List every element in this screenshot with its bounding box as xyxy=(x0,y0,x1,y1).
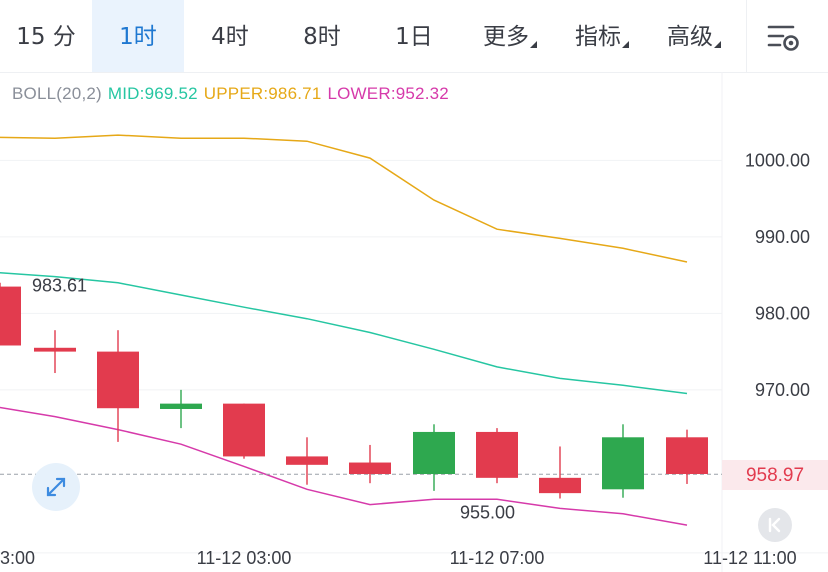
tab-1h[interactable]: 1时 xyxy=(92,0,184,72)
candle-bearish xyxy=(97,351,139,409)
y-tick-label: 1000.00 xyxy=(745,150,810,170)
boll-mid: MID:969.52 xyxy=(107,84,198,103)
y-tick-label: 980.00 xyxy=(755,303,810,323)
candle-bearish xyxy=(223,403,265,457)
tab-advanced[interactable]: 高级 xyxy=(644,0,736,72)
boll-lower: LOWER:952.32 xyxy=(327,84,449,103)
reset-position-button[interactable] xyxy=(758,508,792,542)
x-tick-label: 3:00 xyxy=(0,548,35,568)
candle-bearish xyxy=(349,462,391,475)
expand-arrows-icon xyxy=(46,477,66,497)
caret-down-icon xyxy=(530,41,537,48)
max-price-label: 983.61 xyxy=(32,276,87,296)
candle-bullish xyxy=(413,431,455,475)
tab-8h[interactable]: 8时 xyxy=(303,24,341,50)
tab-more[interactable]: 更多 xyxy=(460,0,552,72)
x-tick-label: 11-12 11:00 xyxy=(703,548,796,568)
boll-legend: BOLL(20,2) MID:969.52 UPPER:986.71 LOWER:95… xyxy=(12,84,455,104)
candle-bullish xyxy=(160,403,202,409)
candlestick-chart[interactable]: 1000.00 990.00 980.00 970.00 983.61 955.00 3:0… xyxy=(0,72,828,572)
tab-indicators-label: 指标 xyxy=(575,24,621,50)
tab-advanced-label: 高级 xyxy=(667,24,713,50)
boll-upper: UPPER:986.71 xyxy=(203,84,322,103)
boll-upper-line xyxy=(0,134,688,263)
tab-more-label: 更多 xyxy=(483,24,529,50)
fullscreen-button[interactable] xyxy=(32,463,80,511)
tab-15m[interactable]: 15 分 xyxy=(16,24,76,50)
last-price-tag: 958.97 xyxy=(722,460,828,490)
candle-bullish xyxy=(602,437,644,490)
candle-bearish xyxy=(476,431,518,478)
candle-bearish xyxy=(286,456,328,465)
boll-mid-line xyxy=(0,272,688,395)
y-tick-label: 990.00 xyxy=(755,227,810,247)
chart-settings-button[interactable] xyxy=(746,0,828,72)
caret-down-icon xyxy=(622,41,629,48)
candle-bearish xyxy=(539,477,581,494)
candle-bearish xyxy=(666,437,708,475)
y-tick-label: 970.00 xyxy=(755,380,810,400)
tab-indicators[interactable]: 指标 xyxy=(552,0,644,72)
boll-lower-line xyxy=(0,406,688,526)
skip-to-start-icon xyxy=(768,517,781,533)
x-tick-label: 11-12 03:00 xyxy=(197,548,292,568)
boll-name: BOLL(20,2) xyxy=(12,84,102,103)
min-price-label: 955.00 xyxy=(460,503,515,523)
timeframe-tabbar: 15 分 1时 4时 8时 1日 更多 指标 高级 xyxy=(0,0,828,73)
tab-1d[interactable]: 1日 xyxy=(395,24,433,50)
tab-4h[interactable]: 4时 xyxy=(211,24,249,50)
chart-settings-icon xyxy=(767,25,799,51)
candle-bearish xyxy=(34,347,76,352)
candle-bearish xyxy=(0,286,21,346)
caret-down-icon xyxy=(714,41,721,48)
x-tick-label: 11-12 07:00 xyxy=(450,548,545,568)
